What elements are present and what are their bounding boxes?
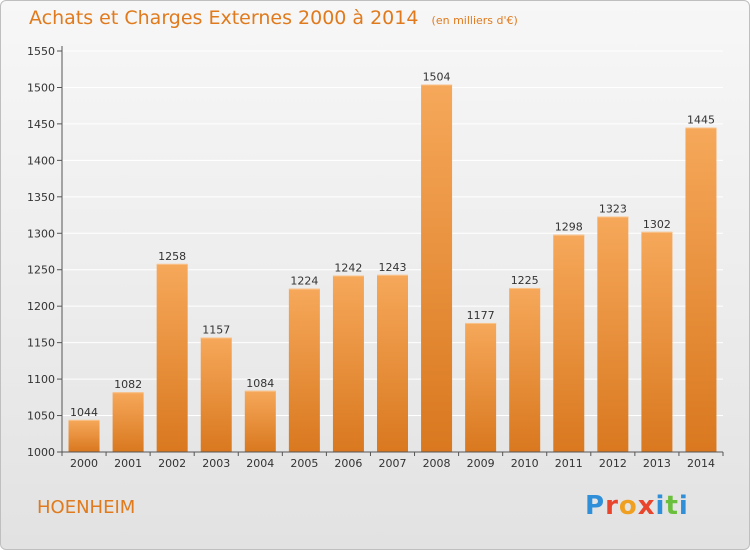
bar-2014	[685, 127, 717, 453]
bar-2006	[332, 275, 364, 452]
commune-name: HOENHEIM	[37, 497, 136, 518]
logo-letter: r	[605, 491, 619, 521]
x-tick-labels: 2000 2001 2002 2003 2004 2005 2006 2007 2008 2009…	[61, 452, 724, 470]
bars	[68, 84, 717, 453]
data-label: 1302	[643, 218, 671, 231]
x-tick-label: 2014	[687, 457, 715, 470]
y-tick-label: 1150	[27, 337, 55, 350]
x-tick-label: 2007	[379, 457, 407, 470]
data-label: 1323	[599, 203, 627, 216]
data-label: 1225	[511, 274, 539, 287]
data-label: 1082	[114, 378, 142, 391]
axes	[61, 46, 723, 453]
x-tick-label: 2013	[643, 457, 671, 470]
x-tick-label: 2001	[114, 457, 142, 470]
proxiti-logo: Proxiti	[585, 491, 689, 521]
logo-letter: x	[637, 491, 656, 521]
bar-2008	[421, 84, 453, 453]
chart-title-unit: (en milliers d'€)	[431, 14, 518, 27]
bar-2010	[509, 287, 541, 452]
y-tick-label: 1050	[27, 410, 55, 423]
x-tick-label: 2006	[334, 457, 362, 470]
bar-2002	[156, 263, 188, 452]
data-label: 1157	[202, 324, 230, 337]
x-tick-label: 2010	[511, 457, 539, 470]
data-label: 1044	[70, 406, 98, 419]
x-tick-label: 2004	[246, 457, 274, 470]
logo-letter: P	[585, 491, 606, 521]
logo-letter: t	[665, 491, 679, 521]
data-label: 1084	[246, 377, 274, 390]
y-tick-label: 1200	[27, 300, 55, 313]
bar-2013	[641, 231, 673, 452]
data-label: 1243	[379, 261, 407, 274]
data-label: 1258	[158, 250, 186, 263]
data-label: 1242	[334, 262, 362, 275]
chart-title: Achats et Charges Externes 2000 à 2014 (…	[29, 7, 518, 29]
bar-2004	[244, 390, 276, 452]
x-tick-label: 2003	[202, 457, 230, 470]
x-tick-label: 2000	[70, 457, 98, 470]
bar-2009	[465, 322, 497, 452]
y-tick-label: 1000	[27, 446, 55, 459]
x-tick-label: 2005	[290, 457, 318, 470]
y-tick-labels: 1000 1050 1100 1150 1200 1250 1300 1350 1400 1450…	[27, 45, 62, 459]
chart-title-main: Achats et Charges Externes 2000 à 2014	[29, 7, 419, 29]
data-label: 1298	[555, 221, 583, 234]
x-tick-label: 2011	[555, 457, 583, 470]
data-label: 1224	[290, 275, 318, 288]
data-labels: 1044 1082 1258 1157 1084 1224 1242 1243 1504 1177…	[70, 71, 715, 419]
y-tick-label: 1300	[27, 227, 55, 240]
x-tick-label: 2002	[158, 457, 186, 470]
data-label: 1177	[467, 309, 495, 322]
y-tick-label: 1500	[27, 81, 55, 94]
bar-2000	[68, 419, 100, 452]
bar-2003	[200, 337, 232, 452]
logo-letter: i	[678, 491, 689, 521]
y-tick-label: 1400	[27, 154, 55, 167]
bar-2011	[553, 234, 585, 452]
logo-letter: i	[655, 491, 666, 521]
data-label: 1445	[687, 114, 715, 127]
x-tick-label: 2012	[599, 457, 627, 470]
bar-2005	[288, 288, 320, 452]
x-tick-label: 2008	[423, 457, 451, 470]
data-label: 1504	[423, 71, 451, 84]
bar-2001	[112, 392, 144, 452]
y-tick-label: 1100	[27, 373, 55, 386]
y-tick-label: 1350	[27, 191, 55, 204]
y-tick-label: 1250	[27, 264, 55, 277]
y-tick-label: 1450	[27, 118, 55, 131]
logo-letter: o	[618, 491, 638, 521]
bar-2012	[597, 216, 629, 452]
x-tick-label: 2009	[467, 457, 495, 470]
bar-2007	[377, 274, 408, 452]
y-tick-label: 1550	[27, 45, 55, 58]
